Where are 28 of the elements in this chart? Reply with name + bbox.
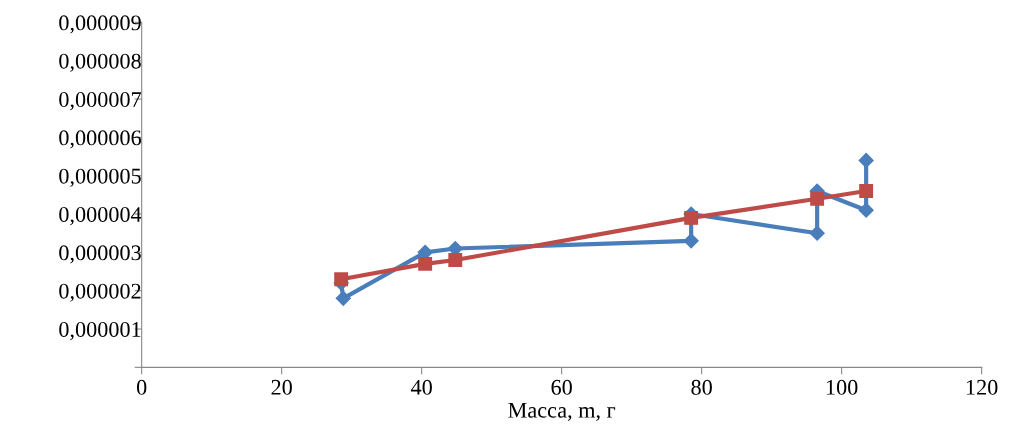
x-tick-label: 100: [826, 379, 858, 395]
point: [683, 233, 699, 249]
point: [448, 253, 463, 267]
x-axis-title: Масса, m, г: [508, 402, 616, 421]
x-tick-label: 40: [410, 379, 432, 395]
y-tick-label: 0,000009: [59, 15, 141, 34]
point: [809, 225, 825, 241]
point: [334, 272, 349, 287]
y-tick-label: 0,000001: [59, 321, 141, 341]
y-tick-label: 0,000005: [59, 168, 141, 187]
y-tick-label: 0,000008: [59, 53, 141, 72]
y-tick-label: 0,000006: [59, 130, 142, 149]
point: [858, 202, 874, 218]
x-tick-label: 60: [551, 379, 572, 395]
point: [418, 256, 433, 271]
point: [858, 152, 874, 168]
x-tick-label: 80: [691, 379, 712, 395]
x-tick-label: 120: [966, 379, 998, 395]
point: [810, 191, 825, 206]
y-tick-label: 0,000003: [59, 245, 141, 264]
point: [335, 290, 351, 306]
y-tick-label: 0,000007: [59, 91, 142, 111]
x-tick-label: 20: [271, 379, 292, 395]
y-tick-label: 0,000002: [59, 283, 141, 302]
point: [684, 210, 699, 225]
x-tick-label: 0: [136, 379, 147, 395]
point: [859, 184, 874, 198]
y-tick-label: 0,000004: [59, 206, 142, 226]
